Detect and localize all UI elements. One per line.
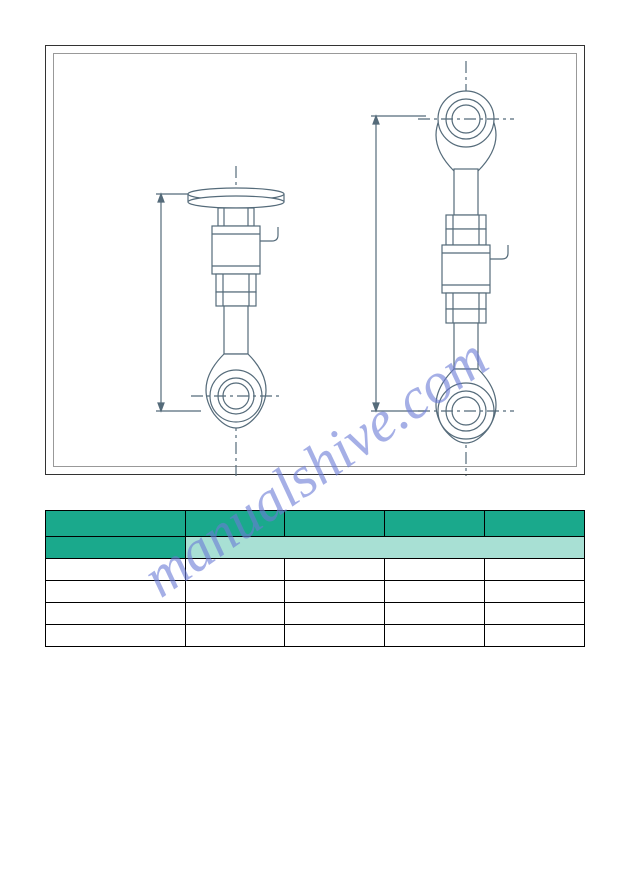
table-subheader-row — [45, 537, 584, 559]
cell — [385, 603, 485, 625]
col-header — [45, 511, 185, 537]
cell — [185, 581, 285, 603]
col-header — [185, 511, 285, 537]
table-row — [45, 559, 584, 581]
specifications-table — [45, 510, 585, 647]
cell — [45, 603, 185, 625]
cell — [45, 559, 185, 581]
right-assembly-drawing — [326, 61, 556, 476]
left-assembly-drawing — [106, 166, 326, 476]
cell — [185, 559, 285, 581]
col-header — [385, 511, 485, 537]
table-row — [45, 625, 584, 647]
cell — [484, 581, 584, 603]
cell — [385, 559, 485, 581]
cell — [285, 625, 385, 647]
cell — [285, 559, 385, 581]
col-header — [484, 511, 584, 537]
cell — [484, 625, 584, 647]
table-row — [45, 603, 584, 625]
cell — [385, 581, 485, 603]
cell — [45, 581, 185, 603]
cell — [385, 625, 485, 647]
cell — [185, 625, 285, 647]
technical-drawing-frame — [45, 45, 585, 475]
row-header — [45, 537, 185, 559]
page: manualshive.com — [30, 45, 599, 888]
cell — [484, 559, 584, 581]
cell — [285, 603, 385, 625]
table-header-row — [45, 511, 584, 537]
cell — [185, 603, 285, 625]
subheader-cell — [185, 537, 584, 559]
table-row — [45, 581, 584, 603]
cell — [285, 581, 385, 603]
col-header — [285, 511, 385, 537]
cell — [484, 603, 584, 625]
cell — [45, 625, 185, 647]
